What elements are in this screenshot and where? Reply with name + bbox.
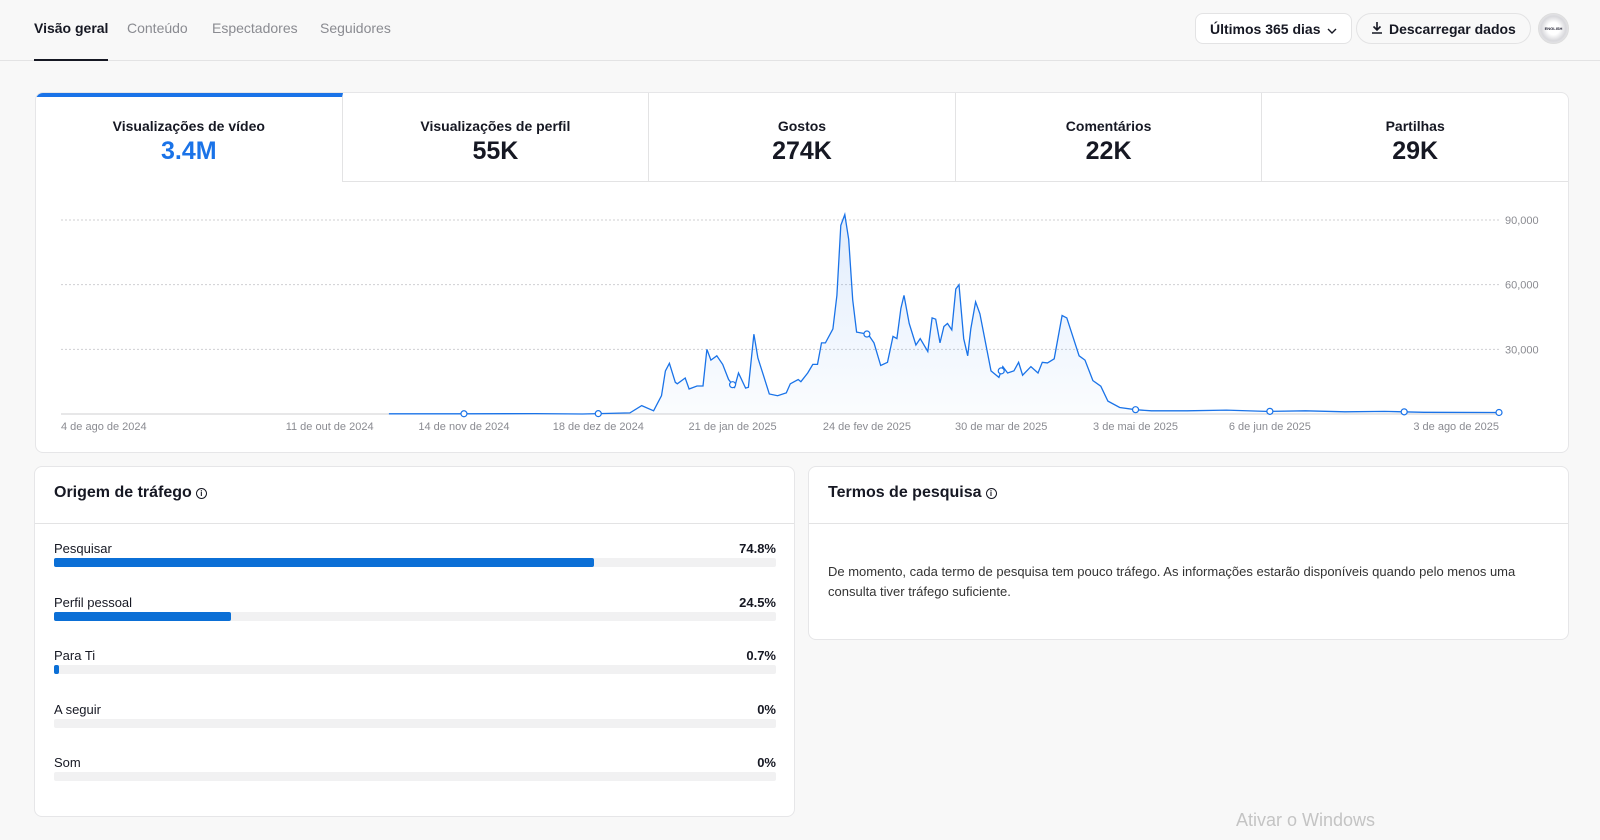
traffic-label: A seguir [54, 701, 101, 717]
progress-track [54, 611, 776, 621]
traffic-row: Pesquisar 74.8% [54, 541, 776, 581]
progress-track [54, 718, 776, 728]
progress-track [54, 665, 776, 675]
tab-content[interactable]: Conteúdo [127, 20, 188, 36]
progress-fill [54, 665, 60, 675]
divider [809, 523, 1568, 524]
metric-label: Gostos [777, 118, 827, 134]
metric-value: 274K [772, 137, 832, 165]
metric-tabs: Visualizações de vídeo 3.4M Visualizações… [36, 93, 1568, 182]
progress-track [54, 772, 776, 782]
traffic-value: 0.7% [746, 648, 776, 664]
tab-followers[interactable]: Seguidores [320, 20, 391, 36]
series-line [388, 212, 1500, 415]
date-range-label: Últimos 365 dias [1210, 20, 1321, 37]
metric-likes[interactable]: Gostos 274K [649, 93, 956, 182]
metric-shares[interactable]: Partilhas 29K [1262, 93, 1568, 182]
x-tick-label: 14 de nov de 2024 [418, 421, 509, 433]
data-point-marker [594, 410, 602, 418]
metric-comments[interactable]: Comentários 22K [955, 93, 1263, 182]
metric-label: Visualizações de perfil [420, 118, 571, 134]
x-tick-label: 21 de jan de 2025 [689, 421, 777, 433]
x-tick-label: 18 de dez de 2024 [553, 421, 644, 433]
metric-value: 29K [1392, 137, 1439, 165]
traffic-label: Pesquisar [54, 541, 112, 556]
metric-video-views[interactable]: Visualizações de vídeo 3.4M [36, 93, 343, 182]
data-point-marker [460, 410, 468, 418]
area-fill [388, 214, 1499, 414]
data-point-marker [1400, 408, 1408, 416]
traffic-row: Para Ti 0.7% [54, 648, 776, 688]
traffic-value: 0% [757, 755, 776, 771]
data-point-marker [728, 381, 737, 389]
traffic-label: Som [54, 755, 81, 771]
search-terms-message: De momento, cada termo de pesquisa tem p… [828, 564, 1516, 599]
traffic-row: Som 0% [54, 755, 776, 795]
y-tick-label: 60,000 [1505, 280, 1539, 292]
metric-label: Comentários [1065, 118, 1152, 134]
download-icon [1371, 21, 1383, 37]
traffic-value: 0% [757, 701, 776, 717]
traffic-title-text: Origem de tráfego [54, 484, 192, 501]
x-tick-label: 3 de ago de 2025 [1413, 421, 1499, 433]
progress-fill [54, 558, 595, 567]
x-tick-label: 11 de out de 2024 [286, 421, 374, 433]
avatar[interactable]: ENGLISH [1538, 13, 1569, 44]
traffic-source-title: Origem de tráfego i [54, 484, 207, 502]
video-views-chart[interactable]: 30,000 60,000 90,000 4 de ago de 2024 11 de … [0, 0, 1600, 460]
data-point-marker [1131, 406, 1140, 414]
traffic-label: Perfil pessoal [54, 594, 133, 610]
data-point-marker [863, 330, 871, 338]
info-icon[interactable]: i [195, 487, 207, 499]
data-point-marker [997, 367, 1005, 375]
top-nav: Visão geral Conteúdo Espectadores Seguid… [0, 0, 1600, 61]
traffic-row: Perfil pessoal 24.5% [54, 595, 776, 635]
tab-overview[interactable]: Visão geral [34, 20, 109, 61]
y-tick-label: 30,000 [1505, 344, 1539, 356]
divider [35, 523, 794, 524]
x-tick-label: 6 de jun de 2025 [1229, 421, 1311, 433]
avatar-text: ENGLISH [1544, 26, 1563, 31]
metric-label: Visualizações de vídeo [112, 118, 265, 134]
traffic-value: 24.5% [739, 594, 776, 610]
x-tick-label: 30 de mar de 2025 [955, 421, 1047, 433]
search-terms-card: Termos de pesquisa i De momento, cada ter… [808, 466, 1569, 640]
data-point-marker [1266, 407, 1274, 415]
windows-activation-watermark: Ativar o Windows [1236, 810, 1376, 830]
data-point-marker [1495, 408, 1503, 417]
search-terms-title: Termos de pesquisa i [828, 484, 997, 502]
metric-profile-views[interactable]: Visualizações de perfil 55K [342, 93, 650, 182]
metric-value: 3.4M [161, 137, 217, 165]
traffic-value: 74.8% [739, 541, 776, 556]
download-data-button[interactable]: Descarregar dados [1356, 13, 1531, 44]
chevron-down-icon [1327, 21, 1337, 37]
traffic-row: A seguir 0% [54, 702, 776, 742]
date-range-dropdown[interactable]: Últimos 365 dias [1195, 13, 1352, 44]
traffic-source-card: Origem de tráfego i Pesquisar 74.8% Perfil … [34, 466, 795, 817]
progress-track [54, 558, 776, 567]
traffic-label: Para Ti [54, 648, 96, 664]
x-tick-label: 4 de ago de 2024 [61, 421, 147, 433]
info-icon[interactable]: i [985, 487, 997, 499]
metric-value: 22K [1085, 137, 1132, 165]
tab-viewers[interactable]: Espectadores [212, 20, 298, 36]
metric-value: 55K [472, 137, 519, 165]
progress-fill [54, 611, 231, 621]
metric-label: Partilhas [1385, 118, 1445, 134]
download-label: Descarregar dados [1389, 20, 1516, 37]
x-tick-label: 24 de fev de 2025 [823, 421, 911, 433]
y-tick-label: 90,000 [1505, 215, 1539, 227]
search-terms-title-text: Termos de pesquisa [828, 484, 982, 501]
x-tick-label: 3 de mai de 2025 [1093, 421, 1178, 433]
